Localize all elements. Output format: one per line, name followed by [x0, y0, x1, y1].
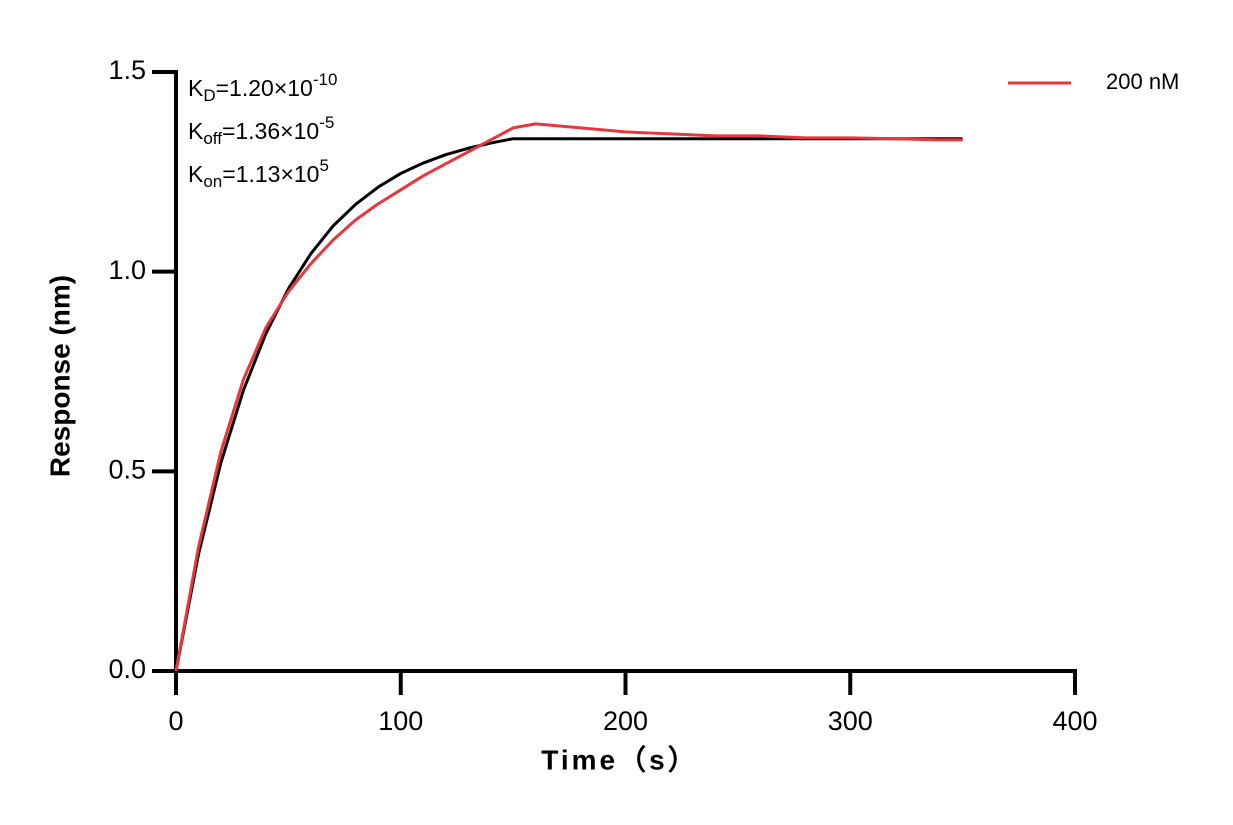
annotation: Kon=1.13×105 — [188, 156, 329, 191]
annotation-symbol: K — [188, 161, 204, 187]
annotation-exponent: -5 — [319, 113, 334, 132]
annotation-exponent: -10 — [313, 70, 338, 89]
annotation: Koff=1.36×10-5 — [188, 113, 334, 148]
y-axis-title: Response (nm) — [44, 275, 75, 477]
annotation: KD=1.20×10-10 — [188, 70, 337, 105]
x-tick-label: 0 — [168, 706, 183, 736]
annotation-subscript: D — [203, 86, 215, 105]
y-tick-label: 0.0 — [108, 654, 146, 684]
x-tick-label: 200 — [603, 706, 648, 736]
data-line — [174, 137, 963, 672]
annotation-value: =1.20×10 — [216, 75, 313, 101]
y-tick-label: 0.5 — [108, 454, 146, 484]
annotation-subscript: off — [203, 129, 222, 148]
annotation-value: =1.13×10 — [222, 161, 319, 187]
y-tick-label: 1.0 — [108, 255, 146, 285]
x-tick-label: 400 — [1052, 706, 1097, 736]
legend-label: 200 nM — [1106, 69, 1179, 94]
annotation-symbol: K — [188, 118, 204, 144]
annotation-value: =1.36×10 — [222, 118, 319, 144]
x-tick-label: 100 — [378, 706, 423, 736]
x-tick-label: 300 — [828, 706, 873, 736]
annotation-subscript: on — [203, 172, 222, 191]
data-line — [174, 122, 963, 672]
annotation-symbol: K — [188, 75, 204, 101]
y-tick-label: 1.5 — [108, 55, 146, 85]
annotation-exponent: 5 — [319, 156, 328, 175]
x-axis-title: Time（s） — [541, 743, 698, 775]
